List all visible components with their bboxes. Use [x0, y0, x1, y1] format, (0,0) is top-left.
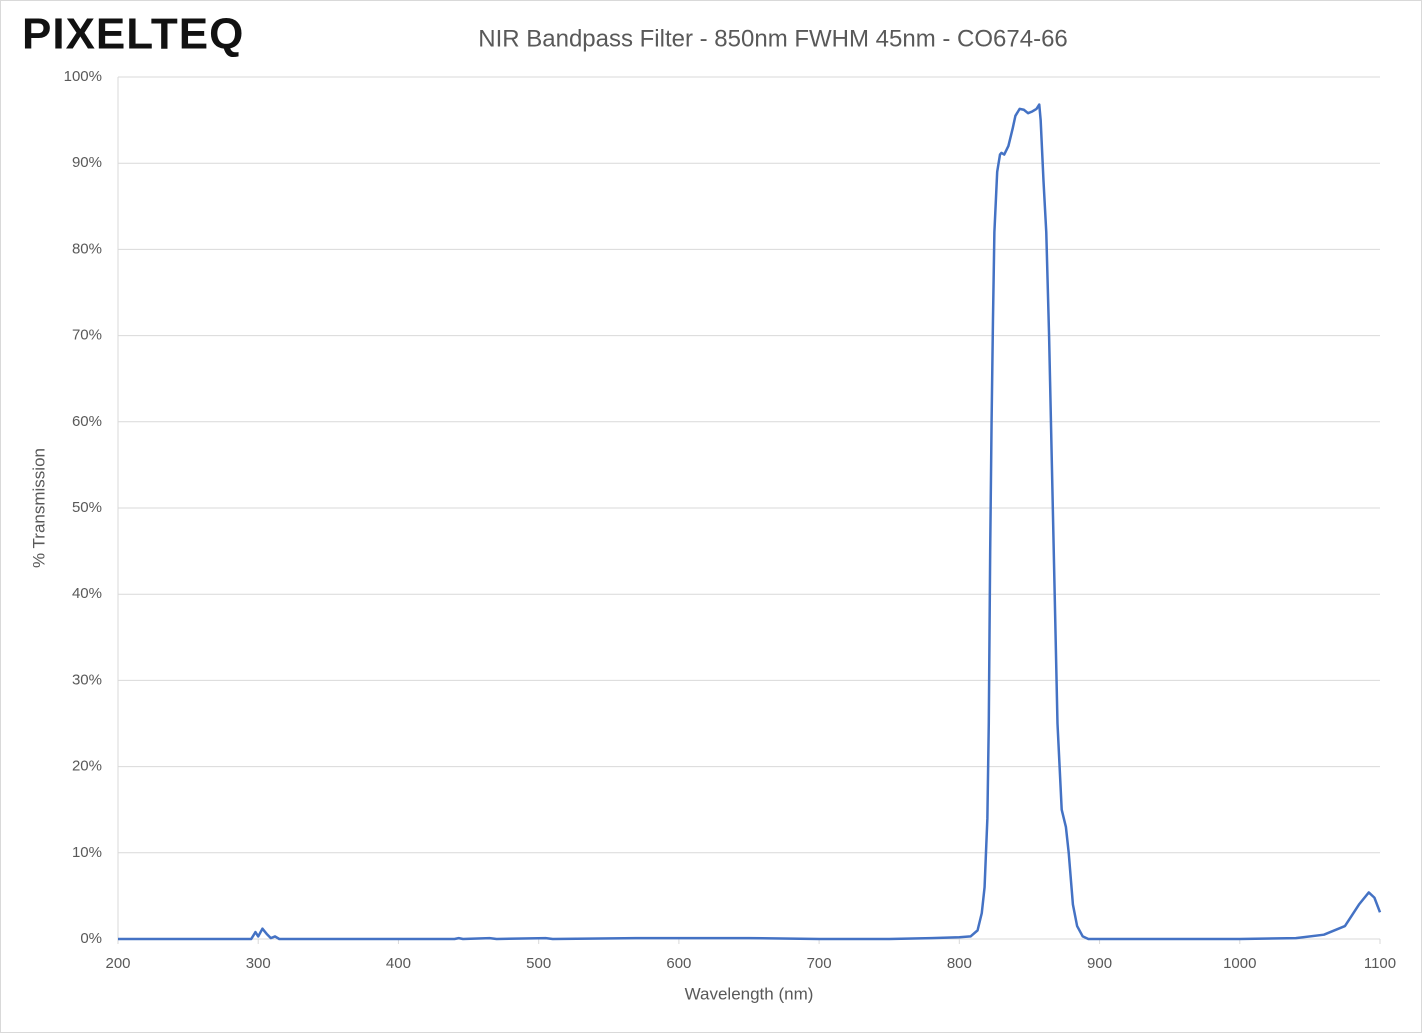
chart-title: NIR Bandpass Filter - 850nm FWHM 45nm - …: [478, 25, 1068, 52]
x-tick-label: 200: [105, 955, 130, 972]
logo: PIXELTEQ: [22, 10, 244, 59]
y-tick-label: 100%: [64, 68, 102, 85]
y-tick-label: 80%: [72, 240, 102, 257]
x-tick-label: 400: [386, 955, 411, 972]
y-tick-label: 60%: [72, 413, 102, 430]
x-tick-label: 500: [526, 955, 551, 972]
y-tick-label: 10%: [72, 844, 102, 861]
y-tick-label: 20%: [72, 758, 102, 775]
y-tick-label: 90%: [72, 154, 102, 171]
x-tick-label: 600: [666, 955, 691, 972]
x-tick-label: 300: [246, 955, 271, 972]
series-line: [118, 103, 1382, 941]
y-axis-label: % Transmission: [29, 448, 48, 568]
y-tick-label: 50%: [72, 499, 102, 516]
x-tick-label: 1000: [1223, 955, 1256, 972]
y-tick-label: 70%: [72, 327, 102, 344]
x-tick-label: 800: [947, 955, 972, 972]
x-tick-label: 900: [1087, 955, 1112, 972]
x-tick-label: 700: [807, 955, 832, 972]
y-tick-label: 40%: [72, 585, 102, 602]
y-tick-label: 0%: [80, 930, 102, 947]
x-axis-label: Wavelength (nm): [685, 984, 814, 1003]
x-tick-label: 1100: [1364, 955, 1396, 972]
y-tick-label: 30%: [72, 671, 102, 688]
